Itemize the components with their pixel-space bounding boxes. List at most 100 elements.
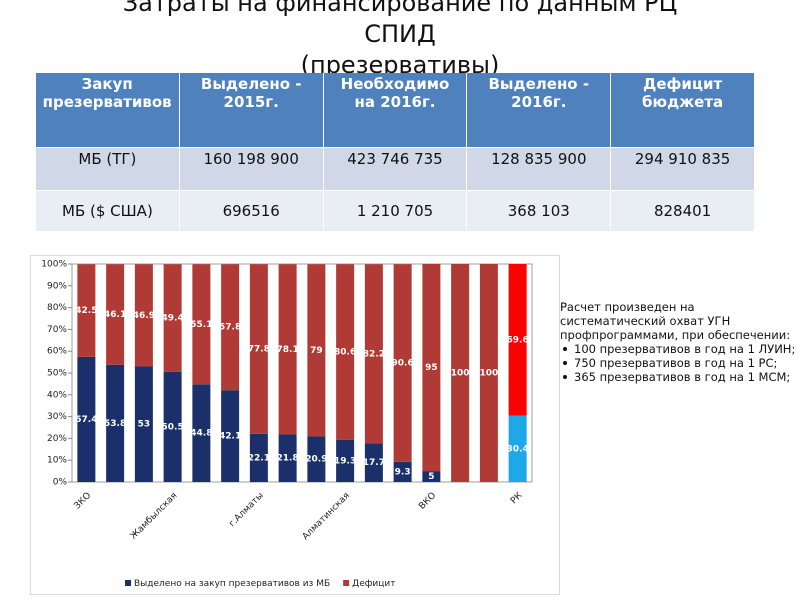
bar-segment [221, 390, 240, 482]
value-label: 22.1 [248, 453, 270, 463]
value-label: 17.7 [363, 458, 385, 468]
header-cell: Закуп презервативов [35, 73, 180, 148]
bar-segment [364, 264, 383, 444]
table-cell: 423 746 735 [322, 147, 468, 191]
table-cell: 696516 [178, 190, 324, 232]
bar-segment [393, 461, 412, 482]
value-label: 5 [428, 472, 434, 482]
legend-swatch [343, 580, 350, 586]
chart: 0% 10% 20% 30% 40% 50% 60% 70% 80% 90% 100% 57.4 42.… [30, 255, 560, 595]
bar-segment [479, 264, 498, 482]
bar-segment [192, 384, 211, 482]
chart-frame [30, 255, 560, 595]
value-label: 55.1 [190, 320, 212, 330]
y-tick-label: 80% [47, 303, 67, 313]
value-label: 44.8 [190, 429, 212, 439]
header-cell: Выделено - 2015г. [179, 73, 324, 148]
bar-segment [163, 264, 182, 372]
bar-segment [307, 436, 326, 482]
y-tick-label: 40% [47, 390, 67, 400]
bar-segment [163, 371, 182, 482]
bar-segment [508, 415, 527, 482]
note-text: Расчет произведен на систематический охв… [560, 300, 791, 342]
bar-segment [249, 433, 268, 482]
x-tick-label: ВКО [417, 491, 438, 512]
value-label: 53 [138, 420, 151, 430]
x-tick-label: Жамбылская [129, 491, 180, 542]
table-cell: 1 210 705 [322, 190, 468, 232]
bar-segment [393, 264, 412, 462]
bar-segment [249, 264, 268, 434]
title-line: Затраты на финансирование по данным РЦ [122, 0, 678, 17]
value-label: 57.8 [219, 323, 241, 333]
note-item: 365 презервативов в год на 1 МСМ; [563, 370, 800, 384]
y-tick-label: 30% [47, 412, 67, 422]
bar-segment [77, 356, 96, 482]
value-label: 78.1 [277, 345, 299, 355]
bar-segment [422, 264, 441, 472]
y-tick-label: 100% [41, 260, 67, 270]
y-tick-label: 20% [47, 434, 67, 444]
value-label: 21.8 [277, 454, 299, 464]
bar-segment [364, 443, 383, 482]
y-tick-label: 0% [53, 478, 68, 488]
header-row: Закуп презервативов Выделено - 2015г. Необ… [35, 73, 755, 148]
table-cell: 128 835 900 [466, 147, 612, 191]
value-label: 19.3 [334, 456, 356, 466]
bar-segment [336, 264, 355, 440]
note-item: 100 презервативов в год на 1 ЛУИН; [563, 342, 800, 356]
bar-segment [508, 264, 527, 416]
legend-label: Дефицит [352, 579, 395, 589]
header-cell: Дефицит бюджета [610, 73, 755, 148]
bar-segment [336, 439, 355, 482]
value-label: 82.2 [363, 349, 385, 359]
value-label: 90.6 [392, 358, 414, 368]
table-cell: 828401 [610, 190, 755, 232]
title-line: СПИД [364, 20, 436, 48]
value-label: 30.4 [507, 444, 529, 454]
header-cell: Выделено - 2016г. [466, 73, 612, 148]
value-label: 77.8 [248, 345, 270, 355]
table-cell: МБ ($ США) [35, 190, 180, 232]
bar-segment [278, 434, 297, 482]
table-cell: 368 103 [466, 190, 612, 232]
table-cell: 160 198 900 [178, 147, 324, 191]
value-label: 53.8 [104, 419, 126, 429]
value-label: 9.3 [395, 467, 411, 477]
value-label: 20.9 [305, 455, 327, 465]
x-tick-label: Алматинская [301, 491, 352, 542]
header-cell: Необходимо на 2016г. [323, 73, 468, 148]
y-tick-label: 60% [47, 347, 67, 357]
x-tick-label: РК [509, 490, 525, 506]
bar-segment [192, 264, 211, 385]
value-label: 100 [451, 369, 470, 379]
note-list: 100 презервативов в год на 1 ЛУИН; 750 пр… [560, 342, 800, 384]
legend-label: Выделено на закуп презервативов из МБ [134, 579, 330, 589]
y-tick-label: 50% [47, 369, 67, 379]
value-label: 46.9 [133, 311, 155, 321]
bar-segment [422, 471, 441, 482]
table-row: МБ ($ США) 696516 1 210 705 368 103 828401 [35, 190, 755, 232]
table-cell: МБ (ТГ) [35, 147, 180, 191]
bar-segment [451, 264, 470, 482]
bar-segment [106, 364, 125, 482]
x-tick-label: ЗКО [73, 491, 94, 512]
y-tick-label: 10% [47, 456, 67, 466]
value-label: 79 [310, 346, 323, 356]
value-label: 42.5 [75, 306, 97, 316]
bar-segment [106, 264, 125, 365]
y-tick-label: 90% [47, 281, 67, 291]
value-label: 100 [479, 369, 498, 379]
value-label: 57.4 [75, 415, 97, 425]
budget-table: Закуп презервативов Выделено - 2015г. Необ… [35, 73, 755, 232]
bar-segment [134, 366, 153, 482]
x-tick-label: г.Алматы [227, 491, 265, 529]
legend-swatch [125, 580, 131, 586]
note-item: 750 презервативов в год на 1 РС; [563, 356, 800, 370]
bar-segment [77, 264, 96, 357]
slide-title: Затраты на финансирование по данным РЦ СП… [0, 0, 800, 81]
table-row: МБ (ТГ) 160 198 900 423 746 735 128 835 900… [35, 147, 755, 191]
value-label: 80.6 [334, 348, 356, 358]
value-label: 69.6 [507, 335, 529, 345]
